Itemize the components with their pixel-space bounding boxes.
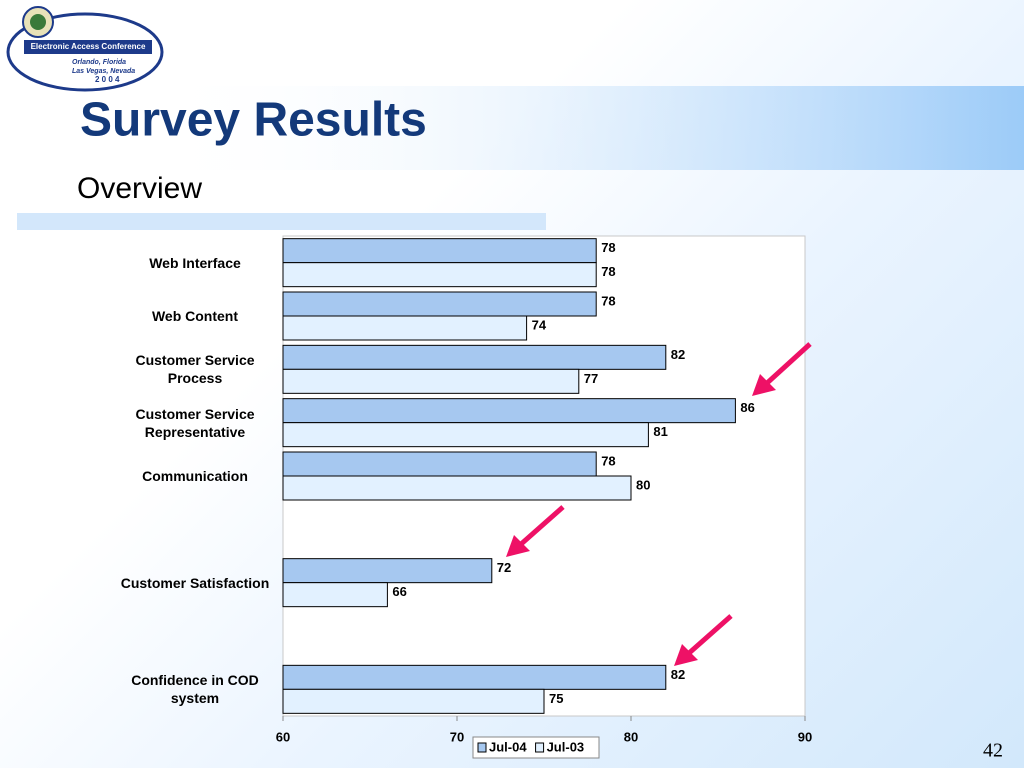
value-label: 82	[671, 347, 685, 362]
bar	[282, 422, 649, 448]
x-tick-label: 90	[798, 729, 812, 744]
value-label: 78	[601, 293, 615, 308]
bar	[282, 475, 632, 501]
value-label: 66	[392, 584, 406, 599]
logo-line: Las Vegas, Nevada	[72, 68, 135, 75]
bar	[282, 368, 580, 394]
logo: Electronic Access Conference Orlando, Fl…	[6, 6, 164, 92]
value-label: 78	[601, 264, 615, 279]
x-tick-label: 70	[450, 729, 464, 744]
bar	[282, 238, 597, 264]
legend: Jul-04 Jul-03	[472, 736, 600, 759]
x-tick-label: 60	[276, 729, 290, 744]
legend-swatch	[477, 742, 487, 753]
bar	[282, 582, 388, 608]
value-label: 82	[671, 667, 685, 682]
bar	[282, 291, 597, 317]
logo-title: Electronic Access Conference	[31, 42, 146, 51]
bar	[282, 451, 597, 477]
rule-band	[17, 213, 546, 230]
y-tick-label: Customer Satisfaction	[120, 574, 270, 591]
bar	[282, 688, 545, 714]
header-band	[150, 86, 1024, 170]
legend-swatch	[535, 742, 545, 753]
legend-label: Jul-03	[547, 739, 585, 754]
logo-line: 2 0 0 4	[95, 75, 120, 84]
value-label: 75	[549, 691, 563, 706]
bar	[282, 664, 667, 690]
page-number: 42	[983, 740, 1003, 762]
value-label: 77	[584, 371, 598, 386]
bar	[282, 398, 736, 424]
y-tick-label: Customer Service Process	[135, 352, 255, 387]
bar	[282, 558, 493, 584]
bar	[282, 262, 597, 288]
value-label: 78	[601, 453, 615, 468]
value-label: 81	[653, 424, 667, 439]
logo-line: Orlando, Florida	[72, 59, 126, 66]
arrows	[506, 342, 812, 666]
bar	[282, 315, 528, 341]
y-tick-label: Web Content	[151, 308, 239, 324]
y-tick-label: Communication	[142, 468, 248, 484]
value-label: 78	[601, 240, 615, 255]
value-label: 72	[497, 560, 511, 575]
y-tick-label: Web Interface	[149, 254, 241, 271]
slide-title: Survey Results	[80, 94, 427, 147]
value-label: 86	[740, 400, 754, 415]
value-label: 74	[532, 317, 547, 332]
bar	[282, 344, 667, 370]
y-tick-label: Customer Service Representative	[135, 405, 255, 440]
legend-label: Jul-04	[489, 739, 527, 754]
x-tick-label: 80	[624, 729, 638, 744]
slide-subtitle: Overview	[77, 172, 202, 205]
chart: 60 70 80 90 78 78 78 74 82 77 86 81 78 80 72 66 82 75 Jul-…	[276, 238, 812, 759]
value-label: 80	[636, 477, 650, 492]
y-tick-label: Confidence in COD system	[131, 672, 259, 707]
